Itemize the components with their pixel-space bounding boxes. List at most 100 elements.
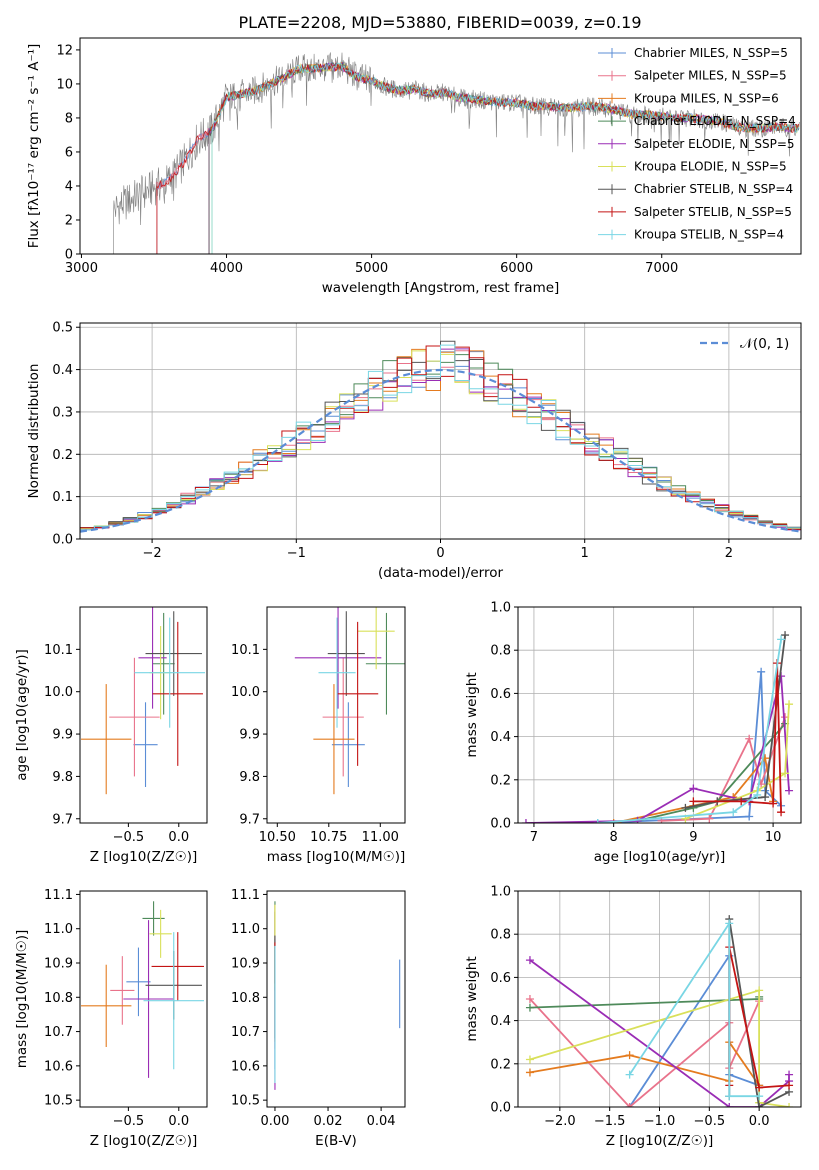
figure-title: PLATE=2208, MJD=53880, FIBERID=0039, z=0… bbox=[238, 13, 641, 32]
weight-marker bbox=[725, 1092, 734, 1101]
y-tick-label: 0.3 bbox=[52, 405, 73, 420]
weight-marker bbox=[525, 956, 534, 965]
weight-marker bbox=[753, 790, 762, 799]
weight-line bbox=[693, 663, 782, 813]
y-tick-label: 10.8 bbox=[44, 991, 73, 1006]
y-axis-label: mass weight bbox=[464, 672, 480, 757]
x-axis-label: Z [log10(Z/Z☉)] bbox=[90, 1133, 198, 1149]
x-tick-label: 10 bbox=[765, 830, 782, 845]
weight-marker bbox=[777, 635, 786, 644]
errorbar-point bbox=[149, 909, 172, 958]
legend-label: Salpeter ELODIE, N_SSP=5 bbox=[634, 137, 795, 151]
x-axis-label: mass [log10(M/M☉)] bbox=[267, 849, 406, 865]
axes-frame bbox=[517, 606, 802, 824]
y-tick-label: 2 bbox=[65, 213, 73, 228]
y-tick-label: 0.0 bbox=[490, 817, 511, 832]
errorbar-point bbox=[322, 657, 364, 777]
x-tick-label: −0.5 bbox=[113, 1114, 145, 1129]
y-tick-label: 9.7 bbox=[239, 812, 260, 827]
weight-marker bbox=[725, 1103, 734, 1107]
x-tick-label: −2 bbox=[143, 546, 162, 561]
weight-line bbox=[597, 671, 782, 823]
y-tick-label: 11.1 bbox=[231, 888, 260, 903]
legend-label: Kroupa ELODIE, N_SSP=5 bbox=[634, 160, 787, 174]
spectrum-data-line bbox=[113, 52, 800, 254]
errorbar-point bbox=[110, 956, 135, 1025]
x-tick-label: 6000 bbox=[500, 261, 533, 276]
y-tick-label: 10.6 bbox=[231, 1059, 260, 1074]
weight-marker bbox=[769, 799, 778, 808]
x-axis-label: wavelength [Angstrom, rest frame] bbox=[322, 280, 560, 296]
panel-mass-weight-vs-Z: −2.0 −1.5 −1.0 −0.5 0.0 0.0 0.2 0.4 0.6 0.8 1.0 Z [… bbox=[464, 885, 802, 1149]
weight-marker bbox=[705, 814, 714, 823]
errorbar-point bbox=[365, 612, 405, 715]
weight-marker bbox=[781, 769, 790, 778]
errorbar-point bbox=[143, 932, 204, 1070]
y-tick-label: 0.2 bbox=[490, 1057, 511, 1072]
weight-marker bbox=[785, 1081, 794, 1090]
panel-age-vs-Z: −0.5 0.0 9.7 9.8 9.9 10.0 10.1 Z [log10(Z/Z☉)] a… bbox=[14, 606, 208, 865]
legend-label: Chabrier ELODIE, N_SSP=4 bbox=[634, 114, 796, 128]
legend-label: Chabrier MILES, N_SSP=5 bbox=[634, 46, 788, 60]
x-tick-label: −1.0 bbox=[644, 1114, 676, 1129]
weight-marker bbox=[785, 786, 794, 795]
x-tick-label: −1 bbox=[287, 546, 306, 561]
axes-frame bbox=[79, 606, 208, 824]
plot-area bbox=[80, 340, 801, 539]
weight-marker bbox=[755, 986, 764, 995]
x-tick-label: 0 bbox=[436, 546, 444, 561]
weight-marker bbox=[525, 1003, 534, 1012]
legend-label: Salpeter STELIB, N_SSP=5 bbox=[634, 205, 792, 219]
weight-marker bbox=[525, 1055, 534, 1064]
weight-marker bbox=[785, 700, 794, 709]
weight-line bbox=[597, 639, 782, 823]
weight-marker bbox=[689, 784, 698, 793]
y-tick-label: 12 bbox=[56, 43, 73, 58]
y-tick-label: 10.1 bbox=[231, 643, 260, 658]
axes-frame bbox=[266, 890, 406, 1108]
weight-marker bbox=[777, 808, 786, 817]
legend: Chabrier MILES, N_SSP=5 Salpeter MILES, N… bbox=[598, 46, 796, 242]
x-tick-label: 0.00 bbox=[260, 1114, 289, 1129]
x-tick-label: 9 bbox=[689, 830, 697, 845]
y-tick-label: 1.0 bbox=[490, 601, 511, 616]
errorbar-point bbox=[357, 607, 395, 670]
gaussian-curve bbox=[80, 368, 801, 533]
weight-marker bbox=[757, 667, 766, 676]
panel-age-vs-mass: 10.50 10.75 11.00 9.7 9.8 9.9 10.0 10.1 mass [lo… bbox=[231, 606, 406, 865]
errorbar-point bbox=[142, 901, 165, 936]
legend: 𝒩(0, 1) bbox=[700, 336, 789, 352]
plot-area bbox=[274, 901, 401, 1090]
y-axis-label: mass [log10(M/M☉)] bbox=[14, 930, 30, 1069]
weight-marker bbox=[593, 819, 602, 823]
y-tick-label: 0.4 bbox=[52, 363, 73, 378]
x-tick-label: 0.04 bbox=[367, 1114, 396, 1129]
x-tick-label: 7 bbox=[530, 830, 538, 845]
y-tick-label: 11.0 bbox=[44, 922, 73, 937]
y-tick-label: 9.8 bbox=[239, 770, 260, 785]
errorbar-point bbox=[123, 920, 174, 1078]
errorbar-point bbox=[327, 611, 365, 696]
y-tick-label: 1.0 bbox=[490, 885, 511, 900]
x-tick-label: 0.02 bbox=[314, 1114, 343, 1129]
x-tick-label: 0.0 bbox=[749, 1114, 770, 1129]
weight-marker bbox=[681, 803, 690, 812]
panel-spectrum: 3000 4000 5000 6000 7000 0 2 4 6 8 10 12 wavelength … bbox=[26, 37, 802, 296]
weight-line bbox=[628, 920, 760, 1098]
errorbar-point bbox=[134, 617, 205, 728]
spectrum-model-line bbox=[211, 62, 800, 254]
x-tick-label: 2 bbox=[725, 546, 733, 561]
weight-line bbox=[685, 704, 790, 820]
x-tick-label: −0.5 bbox=[113, 830, 145, 845]
x-axis-label: Z [log10(Z/Z☉)] bbox=[606, 1133, 714, 1149]
y-tick-label: 0.0 bbox=[52, 533, 73, 548]
weight-marker bbox=[625, 1103, 634, 1107]
panel-residuals: −2 −1 0 1 2 0.0 0.1 0.2 0.3 0.4 0.5 (data-model)/er… bbox=[26, 321, 802, 581]
panel-mass-weight-vs-age: 7 8 9 10 0.0 0.2 0.4 0.6 0.8 1.0 age [log10(age/yr… bbox=[464, 601, 802, 865]
plot-area bbox=[521, 631, 794, 823]
errorbar-point bbox=[81, 964, 132, 1047]
y-tick-label: 10.0 bbox=[44, 685, 73, 700]
y-tick-label: 9.8 bbox=[52, 770, 73, 785]
weight-marker bbox=[737, 797, 746, 806]
